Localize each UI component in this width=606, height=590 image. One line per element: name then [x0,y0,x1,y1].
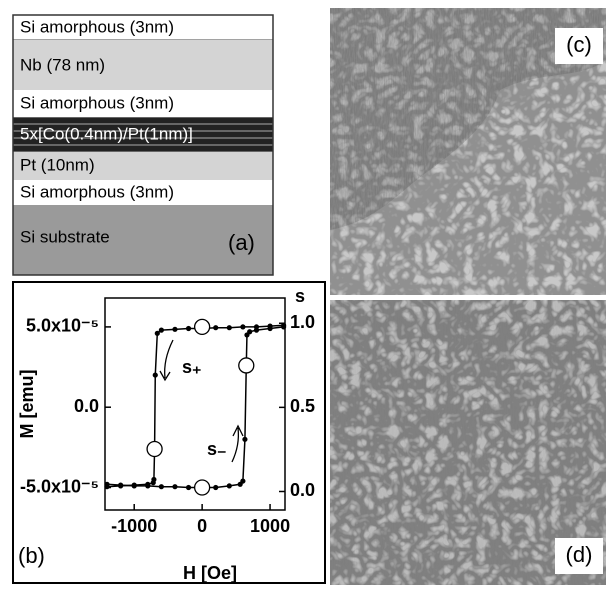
micrograph: (d) [330,300,606,585]
page: Si amorphous (3nm) Nb (78 nm) Si amorpho… [0,0,606,590]
x-tick-label: 0 [197,516,207,536]
data-point [267,326,272,331]
data-point [240,324,245,329]
data-point [118,483,123,488]
annotation: s₊ [182,357,202,377]
open-point [195,319,210,334]
data-point [151,480,156,485]
data-point [159,484,164,489]
layer-stack: Si amorphous (3nm) Nb (78 nm) Si amorpho… [13,15,273,275]
x-axis-label: H [Oe] [183,563,237,583]
layer-label: Si substrate [20,227,110,246]
data-point [240,478,245,483]
data-point [213,325,218,330]
data-point [227,483,232,488]
y-tick-label: -5.0x10⁻⁵ [20,476,99,496]
data-point [153,372,158,377]
open-point [147,441,162,456]
panel-label: (d) [566,542,593,567]
open-point [195,480,210,495]
data-point [242,437,247,442]
layer-label: Si amorphous (3nm) [20,17,174,36]
layer-label: Si amorphous (3nm) [20,182,174,201]
data-point [155,331,160,336]
x-tick-label: 1000 [250,516,290,536]
y2-tick-label: 1.0 [290,312,315,332]
x-tick-label: -1000 [111,516,157,536]
micrograph: (c) [330,8,606,295]
open-point [239,358,254,373]
layer-label: 5x[Co(0.4nm)/Pt(1nm)] [20,124,193,143]
data-point [227,325,232,330]
panel-label: (a) [228,230,255,255]
layer-label: Pt (10nm) [20,155,95,174]
data-point [247,329,252,334]
y2-tick-label: 0.0 [290,480,315,500]
data-point [213,485,218,490]
data-point [186,326,191,331]
y2-axis-label: s [295,286,305,306]
annotation: s₋ [207,439,227,459]
data-point [254,328,259,333]
data-point [145,483,150,488]
panel-label: (b) [18,543,45,568]
y2-tick-label: 0.5 [290,396,315,416]
data-point [186,485,191,490]
data-point [281,324,286,329]
data-point [172,327,177,332]
data-point [104,482,109,487]
y-tick-label: 0.0 [74,396,99,416]
y-axis-label: M [emu] [17,370,37,439]
layer-label: Si amorphous (3nm) [20,93,174,112]
layer-label: Nb (78 nm) [20,55,105,74]
data-point [132,483,137,488]
data-point [159,328,164,333]
data-point [172,484,177,489]
panel-label: (c) [566,32,592,57]
figure: Si amorphous (3nm) Nb (78 nm) Si amorpho… [0,0,606,585]
y-tick-label: 5.0x10⁻⁵ [26,316,99,336]
